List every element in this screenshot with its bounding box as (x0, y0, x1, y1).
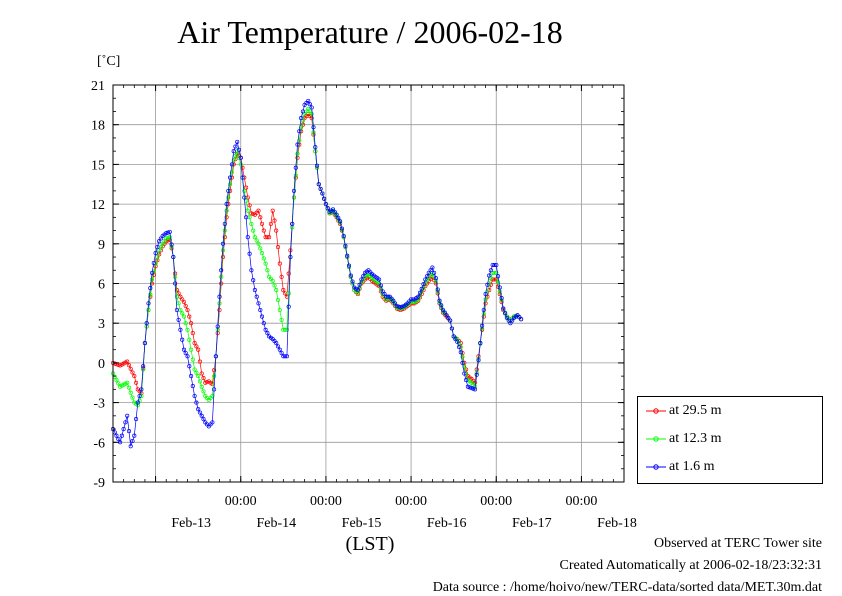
x-time-label: 00:00 (565, 494, 597, 509)
x-tick-labels: 00:00 00:00 00:00 00:00 00:00 Feb-13 Feb-14 Feb… (171, 494, 637, 531)
footer-source: Data source : /home/hoivo/new/TERC-data/… (433, 580, 822, 596)
legend-item-29-5m: at 29.5 m (646, 401, 816, 421)
y-unit-label: [˚C] (97, 54, 120, 70)
legend-marker-red (646, 404, 666, 418)
x-day-label: Feb-15 (342, 516, 382, 531)
legend-label: at 12.3 m (669, 429, 722, 449)
footer-created: Created Automatically at 2006-02-18/23:3… (560, 558, 822, 574)
chart-area: 211815129630-3-6-9 00:00 00:00 00:00 00:00 0… (0, 0, 842, 595)
y-tick-label: -9 (93, 476, 105, 491)
x-day-label: Feb-14 (256, 516, 296, 531)
legend-marker-blue (646, 460, 666, 474)
y-tick-label: 18 (91, 119, 105, 134)
series-line (113, 109, 521, 405)
y-tick-label: -3 (93, 397, 105, 412)
x-time-label: 00:00 (225, 494, 257, 509)
legend-item-1-6m: at 1.6 m (646, 457, 816, 477)
series-layer (111, 99, 523, 448)
y-tick-label: -6 (93, 436, 105, 451)
x-time-label: 00:00 (310, 494, 342, 509)
x-day-label: Feb-17 (512, 516, 552, 531)
footer-site: Observed at TERC Tower site (654, 536, 822, 552)
y-tick-label: 21 (91, 79, 105, 94)
legend-label: at 1.6 m (669, 457, 715, 477)
x-day-label: Feb-13 (171, 516, 211, 531)
y-tick-label: 0 (98, 357, 105, 372)
legend-label: at 29.5 m (669, 401, 722, 421)
x-axis-label: (LST) (300, 533, 440, 556)
y-tick-label: 6 (98, 278, 105, 293)
y-tick-label: 15 (91, 158, 105, 173)
y-tick-label: 9 (98, 238, 105, 253)
series-line (113, 101, 521, 446)
legend-item-12-3m: at 12.3 m (646, 429, 816, 449)
legend-marker-green (646, 432, 666, 446)
legend: at 29.5 m at 12.3 m at 1.6 m (637, 396, 823, 484)
x-day-label: Feb-16 (427, 516, 467, 531)
x-time-label: 00:00 (395, 494, 427, 509)
series-line (113, 114, 521, 393)
x-time-label: 00:00 (480, 494, 512, 509)
y-tick-label: 12 (91, 198, 105, 213)
y-tick-label: 3 (98, 317, 105, 332)
y-tick-labels: 21 18 15 12 9 6 3 0 -3 -6 -9 (91, 79, 105, 491)
chart-title: Air Temperature / 2006-02-18 (0, 14, 740, 51)
x-day-label: Feb-18 (597, 516, 637, 531)
grid-lines (113, 85, 624, 482)
